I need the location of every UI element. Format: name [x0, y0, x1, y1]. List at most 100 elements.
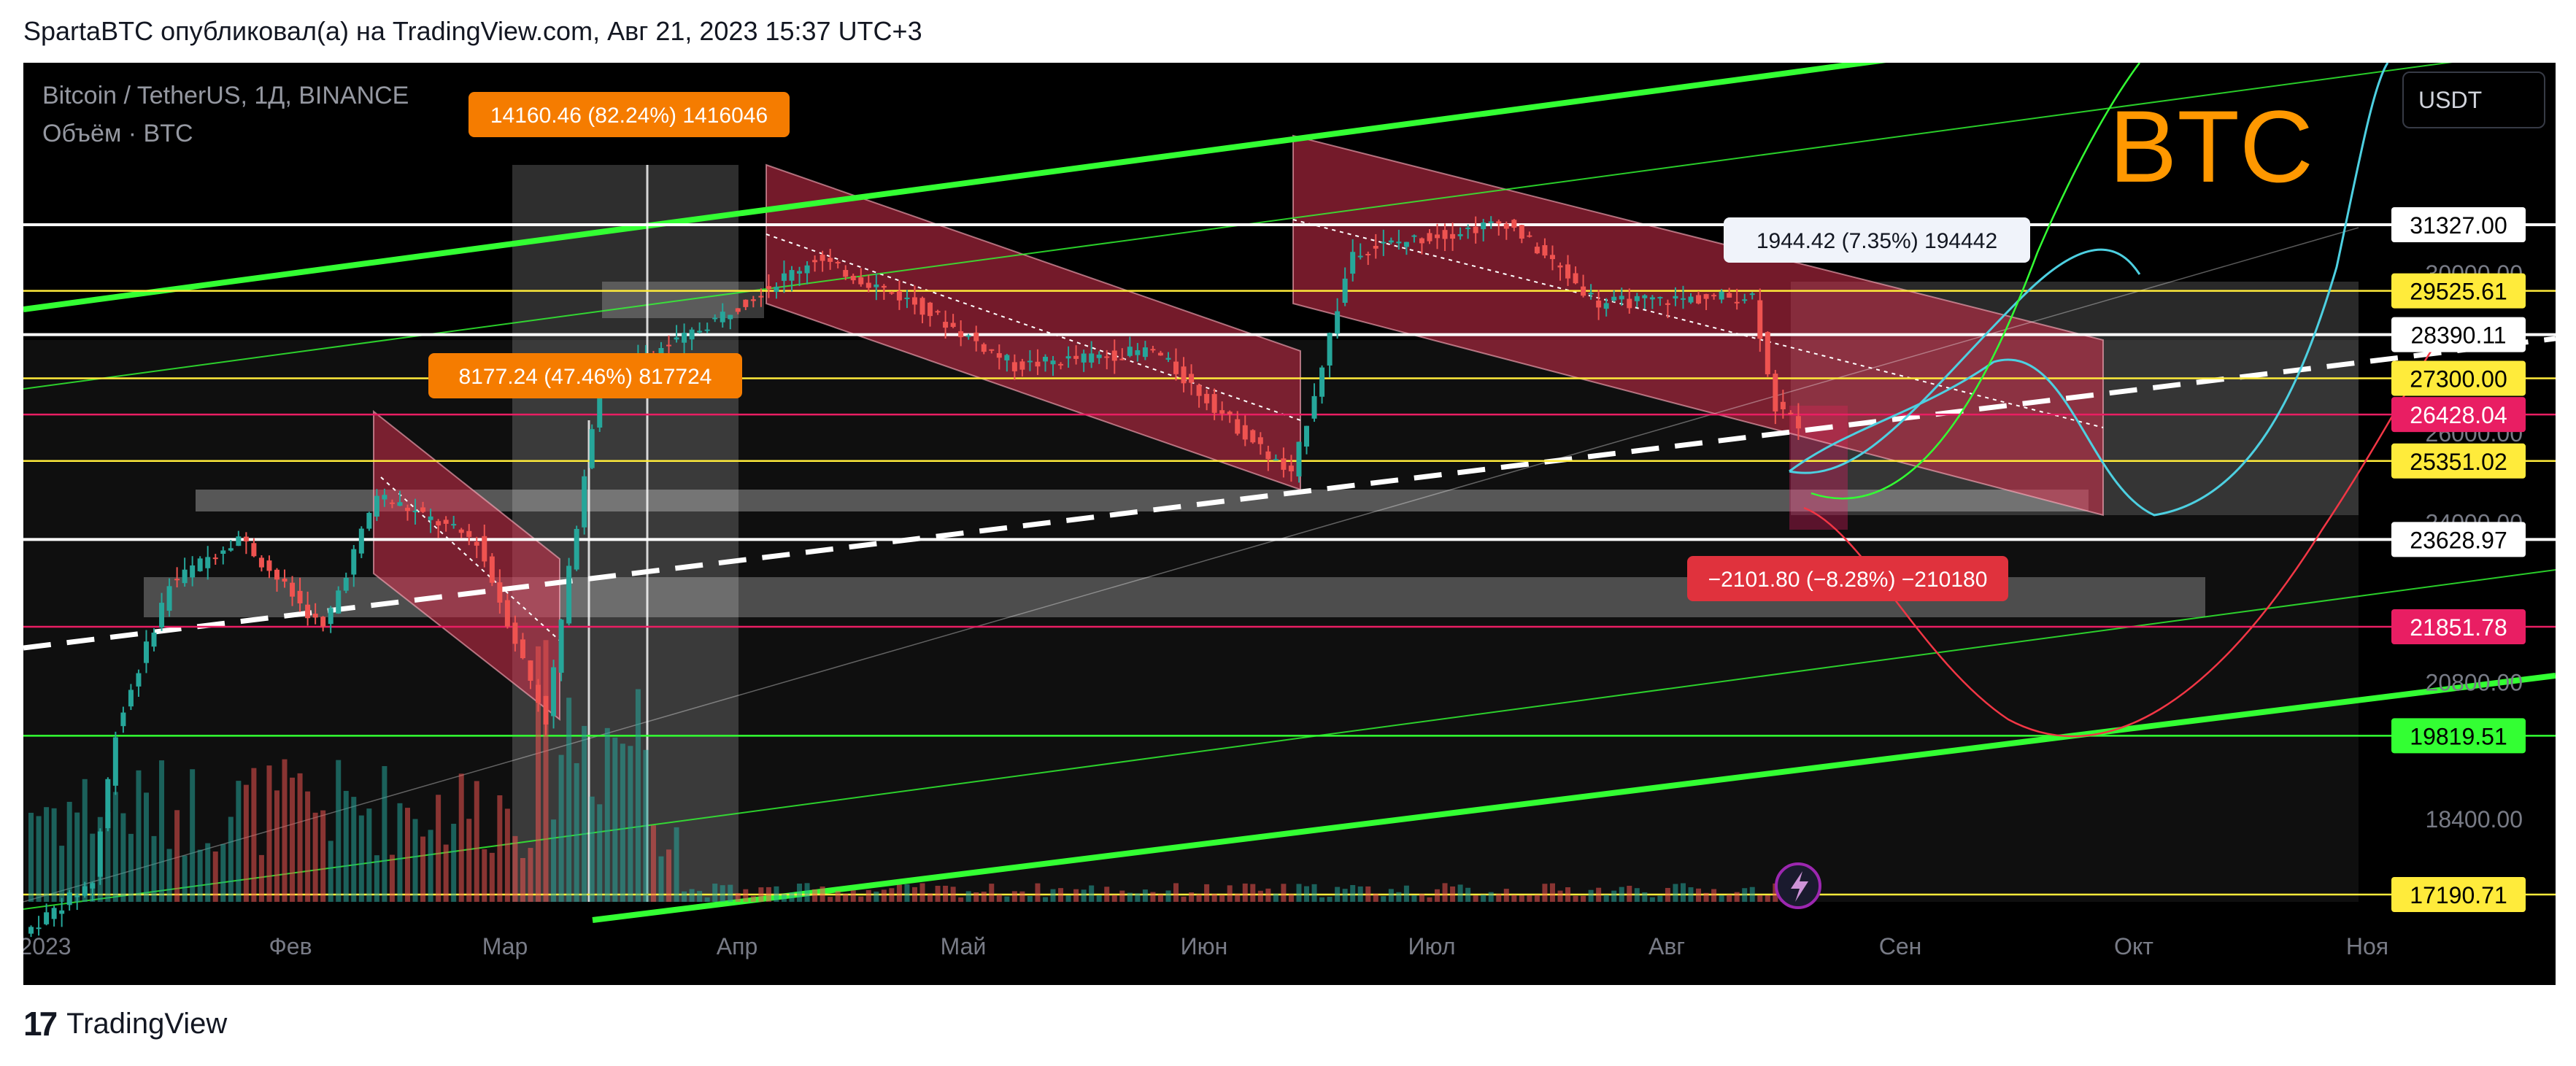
- candle-body: [1042, 357, 1048, 362]
- candle-body: [389, 502, 395, 504]
- candle-body: [828, 258, 833, 262]
- candle-body: [282, 578, 288, 582]
- volume-bar: [1157, 894, 1163, 902]
- volume-bar: [889, 888, 895, 902]
- volume-bar: [697, 891, 703, 902]
- volume-bar: [1542, 884, 1548, 902]
- volume-bar: [1150, 892, 1156, 902]
- volume-bar: [290, 777, 296, 902]
- candle-body: [1304, 425, 1310, 447]
- candle-body: [843, 270, 849, 277]
- measure-label-1: 8177.24 (47.46%) 817724: [459, 365, 712, 389]
- volume-bar: [151, 835, 157, 902]
- price-label-1: 29525.61: [2410, 279, 2507, 305]
- candle-body: [1019, 361, 1025, 370]
- candle-body: [1634, 296, 1640, 301]
- volume-bar: [197, 849, 203, 902]
- candle-body: [1111, 350, 1117, 361]
- candle-body: [1765, 332, 1770, 374]
- candle-body: [1473, 226, 1478, 233]
- volume-bar: [436, 795, 441, 902]
- volume-bar: [1211, 894, 1217, 902]
- candle-body: [1235, 419, 1241, 434]
- candle-body: [697, 331, 703, 333]
- volume-bar: [1557, 890, 1563, 902]
- candle-body: [405, 507, 410, 511]
- y-tick-label-6: 18400.00: [2426, 806, 2523, 833]
- volume-bar: [1634, 888, 1640, 902]
- footer-brand[interactable]: 17 TradingView: [23, 1004, 227, 1043]
- volume-bar: [59, 846, 65, 902]
- candle-body: [297, 590, 303, 603]
- volume-bar: [1450, 886, 1456, 902]
- candle-body: [704, 329, 710, 331]
- price-label-5: 25351.02: [2410, 449, 2507, 475]
- candle-body: [374, 495, 379, 517]
- candle-body: [336, 590, 342, 614]
- candle-body: [1327, 333, 1333, 366]
- candle-body: [1181, 366, 1187, 384]
- price-label-8: 19819.51: [2410, 723, 2507, 749]
- x-tick-label-9: Окт: [2114, 933, 2153, 959]
- candle-body: [1419, 238, 1424, 244]
- candle-body: [797, 271, 803, 274]
- volume-bar: [896, 884, 902, 902]
- symbol-legend[interactable]: Bitcoin / TetherUS, 1Д, BINANCE: [42, 82, 409, 109]
- candle-body: [1642, 295, 1648, 298]
- candle-body: [1127, 347, 1133, 356]
- volume-bar: [28, 812, 34, 902]
- volume-bar: [911, 887, 917, 902]
- volume-bar: [1519, 895, 1524, 902]
- volume-bar: [812, 889, 818, 902]
- candle-body: [451, 524, 457, 526]
- volume-bar: [258, 854, 264, 902]
- candle-body: [205, 557, 211, 568]
- candle-body: [589, 429, 595, 468]
- chart-frame[interactable]: 30000.0028390.1126000.0024000.0020800.00…: [23, 63, 2556, 985]
- candle-body: [682, 333, 687, 343]
- volume-bar: [558, 754, 564, 902]
- candle-body: [766, 286, 771, 290]
- volume-bar: [82, 779, 88, 902]
- candle-body: [128, 690, 134, 707]
- candle-body: [1788, 412, 1794, 414]
- volume-bar: [1181, 896, 1187, 902]
- channel-jul-aug-midline: [1292, 219, 2104, 428]
- volume-bar: [950, 887, 956, 902]
- volume-legend[interactable]: Объём · BTC: [42, 120, 193, 147]
- volume-bar: [1104, 887, 1110, 902]
- currency-button[interactable]: USDT: [2402, 72, 2545, 128]
- volume-bar: [1734, 892, 1740, 902]
- volume-bar: [1496, 894, 1502, 902]
- candle-body: [351, 549, 357, 575]
- candle-body: [1189, 374, 1195, 383]
- candle-body: [858, 277, 864, 285]
- candle-body: [1204, 393, 1210, 403]
- volume-bar: [358, 815, 364, 902]
- candle-body: [1281, 458, 1287, 470]
- channel-upper-thin: [23, 63, 2453, 390]
- candle-body: [1365, 254, 1371, 256]
- candle-body: [266, 560, 272, 571]
- volume-bar: [612, 737, 618, 902]
- volume-bar: [758, 887, 764, 902]
- candle-body: [212, 557, 218, 560]
- volume-bar: [1549, 883, 1555, 902]
- candle-body: [1435, 234, 1441, 239]
- candle-body: [1211, 394, 1217, 413]
- candle-body: [904, 297, 910, 299]
- forecast-cyan-short: [1789, 248, 2141, 474]
- volume-bar: [850, 890, 856, 902]
- volume-bar: [1611, 890, 1617, 902]
- volume-bar: [1503, 889, 1509, 902]
- candle-body: [443, 520, 449, 524]
- volume-bar: [1403, 885, 1409, 902]
- candle-body: [943, 322, 949, 328]
- volume-bar: [689, 889, 695, 902]
- volume-bar: [112, 792, 118, 902]
- candle-body: [1011, 362, 1017, 371]
- candle-body: [789, 270, 795, 281]
- volume-bar: [1419, 894, 1424, 902]
- volume-bar: [497, 795, 503, 902]
- price-chart[interactable]: 30000.0028390.1126000.0024000.0020800.00…: [23, 63, 2556, 985]
